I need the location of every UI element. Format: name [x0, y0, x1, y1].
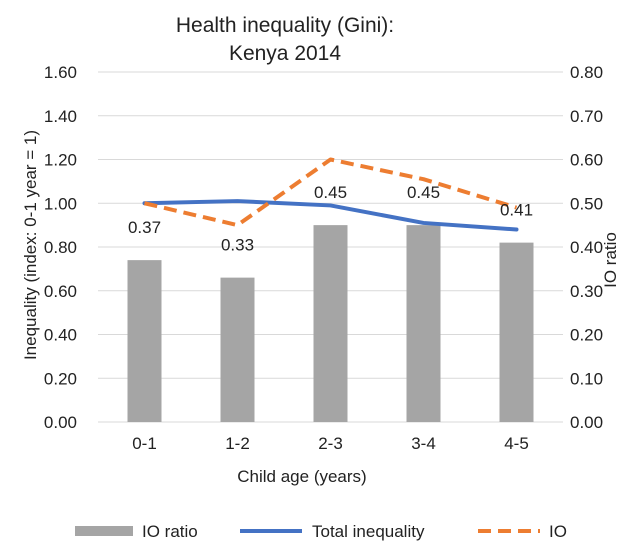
bar-data-label: 0.45	[314, 183, 347, 202]
bar-data-labels: 0.37 0.33 0.45 0.45 0.41	[128, 183, 533, 255]
x-tick-label: 2-3	[318, 434, 343, 453]
chart-title-line-2: Kenya 2014	[229, 42, 341, 65]
y-right-tick-label: 0.30	[570, 282, 603, 301]
legend: IO ratio Total inequality IO	[75, 522, 567, 541]
y-right-tick-label: 0.60	[570, 151, 603, 170]
bar-4-5	[499, 242, 534, 422]
right-axis-ticks: 0.00 0.10 0.20 0.30 0.40 0.50 0.60 0.70 0.80	[570, 63, 603, 432]
bar-0-1	[127, 260, 162, 422]
x-axis-ticks: 0-1 1-2 2-3 3-4 4-5	[132, 434, 529, 453]
y-right-tick-label: 0.10	[570, 369, 603, 388]
x-tick-label: 1-2	[225, 434, 250, 453]
bar-data-label: 0.41	[500, 201, 533, 220]
y-left-tick-label: 1.20	[44, 151, 77, 170]
y-axis-left-label: Inequality (index: 0-1 year = 1)	[21, 130, 40, 360]
y-left-tick-label: 0.60	[44, 282, 77, 301]
y-axis-right-label: IO ratio	[601, 232, 620, 288]
y-left-tick-label: 1.40	[44, 107, 77, 126]
line-total-inequality	[142, 199, 519, 232]
legend-label-io-ratio: IO ratio	[142, 522, 198, 541]
y-right-tick-label: 0.50	[570, 194, 603, 213]
legend-label-io: IO	[549, 522, 567, 541]
x-tick-label: 4-5	[504, 434, 529, 453]
left-axis-ticks: 0.00 0.20 0.40 0.60 0.80 1.00 1.20 1.40 1.60	[44, 63, 77, 432]
legend-label-total-inequality: Total inequality	[312, 522, 425, 541]
y-right-tick-label: 0.70	[570, 107, 603, 126]
bar-data-label: 0.33	[221, 236, 254, 255]
y-right-tick-label: 0.80	[570, 63, 603, 82]
bar-2-3	[313, 225, 348, 422]
x-axis-label: Child age (years)	[237, 467, 366, 486]
y-left-tick-label: 0.80	[44, 238, 77, 257]
y-right-tick-label: 0.00	[570, 413, 603, 432]
line-io	[144, 157, 518, 228]
bar-data-label: 0.45	[407, 183, 440, 202]
y-right-tick-label: 0.40	[570, 238, 603, 257]
bar-3-4	[406, 225, 441, 422]
y-left-tick-label: 0.20	[44, 369, 77, 388]
y-right-tick-label: 0.20	[570, 326, 603, 345]
bar-1-2	[220, 277, 255, 422]
y-left-tick-label: 1.00	[44, 194, 77, 213]
x-tick-label: 3-4	[411, 434, 436, 453]
chart-title-line-1: Health inequality (Gini):	[176, 14, 394, 37]
x-tick-label: 0-1	[132, 434, 157, 453]
y-left-tick-label: 0.40	[44, 326, 77, 345]
io-ratio-bars	[127, 225, 534, 422]
y-left-tick-label: 0.00	[44, 413, 77, 432]
series-lines	[142, 157, 519, 232]
y-left-tick-label: 1.60	[44, 63, 77, 82]
bar-data-label: 0.37	[128, 218, 161, 237]
legend-swatch-io-ratio	[75, 526, 133, 536]
